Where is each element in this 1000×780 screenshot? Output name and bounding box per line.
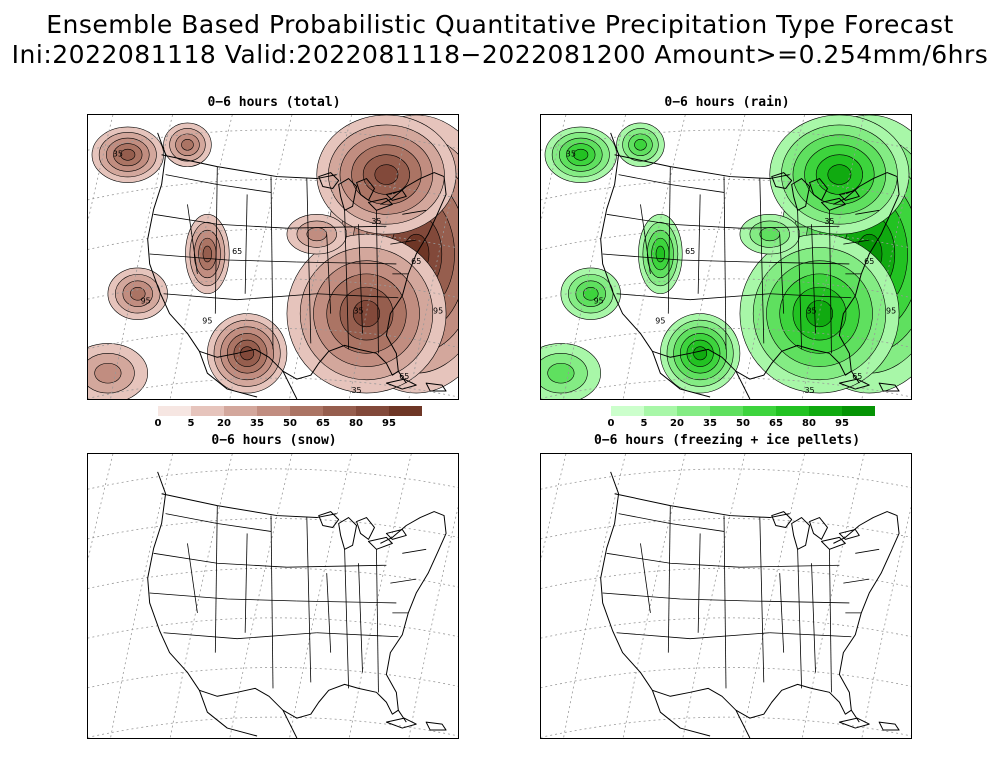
chart-title-line2: Ini:2022081118 Valid:2022081118−20220812… xyxy=(11,40,989,69)
map-ice xyxy=(540,453,912,739)
colorbar-tick-label: 5 xyxy=(187,418,195,429)
colorbar-swatch xyxy=(191,406,224,416)
contour-label: 35 xyxy=(806,307,816,316)
colorbar-swatch xyxy=(257,406,290,416)
map-snow xyxy=(87,453,459,739)
panel-title-total: 0−6 hours (total) xyxy=(207,95,341,110)
colorbar-total xyxy=(158,406,422,416)
probability-contour xyxy=(693,346,708,361)
colorbar-tick-label: 95 xyxy=(382,418,396,429)
contour-label: 35 xyxy=(113,150,123,159)
probability-contour xyxy=(655,245,666,263)
probability-contour xyxy=(352,300,381,328)
panel-title-ice: 0−6 hours (freezing + ice pellets) xyxy=(593,433,861,448)
chart-title-line1: Ensemble Based Probabilistic Quantitativ… xyxy=(46,10,954,39)
colorbar-swatch xyxy=(809,406,842,416)
probability-contour xyxy=(827,164,852,185)
colorbar-tick-label: 80 xyxy=(802,418,816,429)
colorbar-swatch xyxy=(710,406,743,416)
colorbar-tick-label: 65 xyxy=(316,418,330,429)
colorbar-tick-label: 5 xyxy=(640,418,648,429)
contour-label: 65 xyxy=(399,372,409,381)
colorbar-rain xyxy=(611,406,875,416)
contour-label: 65 xyxy=(864,257,874,266)
contour-label: 65 xyxy=(852,372,862,381)
colorbar-tick-label: 50 xyxy=(283,418,297,429)
colorbar-swatch xyxy=(842,406,875,416)
panel-title-rain: 0−6 hours (rain) xyxy=(664,95,790,110)
colorbar-tick-label: 20 xyxy=(217,418,231,429)
contour-label: 95 xyxy=(141,297,151,306)
colorbar-tick-label: 50 xyxy=(736,418,750,429)
probability-contour xyxy=(94,362,122,384)
colorbar-swatch xyxy=(677,406,710,416)
probability-contour xyxy=(374,164,399,185)
contour-label: 35 xyxy=(804,386,814,395)
map-rain: 35 65 95 35 65 95 35 65 95 35 xyxy=(540,114,912,400)
colorbar-swatch xyxy=(290,406,323,416)
probability-contour xyxy=(120,148,136,161)
probability-contour xyxy=(240,346,255,361)
probability-contour xyxy=(547,362,575,384)
contour-label: 95 xyxy=(433,307,443,316)
contour-label: 35 xyxy=(351,386,361,395)
contour-label: 95 xyxy=(202,317,212,326)
colorbar-swatch xyxy=(224,406,257,416)
colorbar-swatch xyxy=(323,406,356,416)
colorbar-swatch xyxy=(644,406,677,416)
probability-contour xyxy=(759,227,781,242)
colorbar-swatch xyxy=(611,406,644,416)
probability-contour xyxy=(129,286,146,301)
colorbar-tick-label: 20 xyxy=(670,418,684,429)
probability-contour xyxy=(582,286,599,301)
contour-label: 95 xyxy=(594,297,604,306)
contour-label: 65 xyxy=(411,257,421,266)
probability-contour xyxy=(181,139,194,151)
map-total: 35 65 95 35 65 95 35 65 95 35 xyxy=(87,114,459,400)
colorbar-tick-label: 95 xyxy=(835,418,849,429)
colorbar-swatch xyxy=(776,406,809,416)
probability-contour xyxy=(805,300,834,328)
colorbar-tick-label: 65 xyxy=(769,418,783,429)
colorbar-swatch xyxy=(389,406,422,416)
contour-label: 95 xyxy=(655,317,665,326)
probability-contour xyxy=(202,245,213,263)
colorbar-swatch xyxy=(356,406,389,416)
colorbar-tick-label: 35 xyxy=(250,418,264,429)
probability-contour xyxy=(634,139,647,151)
contour-label: 95 xyxy=(886,307,896,316)
colorbar-tick-label: 0 xyxy=(154,418,162,429)
probability-contour xyxy=(573,148,589,161)
probability-contour xyxy=(306,227,328,242)
contour-label: 65 xyxy=(232,247,242,256)
colorbar-tick-label: 35 xyxy=(703,418,717,429)
contour-label: 35 xyxy=(566,150,576,159)
colorbar-tick-label: 0 xyxy=(607,418,615,429)
colorbar-swatch xyxy=(743,406,776,416)
contour-label: 35 xyxy=(353,307,363,316)
contour-label: 65 xyxy=(685,247,695,256)
colorbar-tick-label: 80 xyxy=(349,418,363,429)
panel-title-snow: 0−6 hours (snow) xyxy=(211,433,337,448)
colorbar-swatch xyxy=(158,406,191,416)
